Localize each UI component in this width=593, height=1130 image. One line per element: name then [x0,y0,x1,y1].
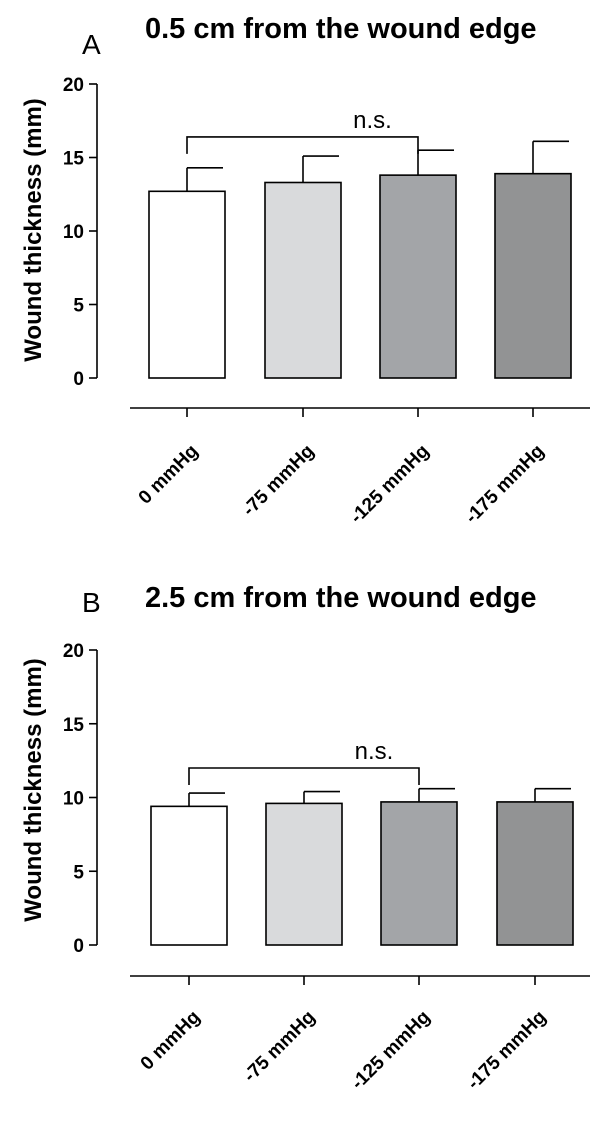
panel-a: A 0.5 cm from the wound edge Wound thick… [20,13,590,528]
category-label: -175 mmHg [461,441,548,528]
y-tick-label: 20 [63,75,84,96]
bar [148,190,226,379]
y-tick-label: 15 [63,715,85,736]
significance-label: n.s. [355,738,394,765]
category-label: 0 mmHg [137,1007,205,1075]
y-tick-label: 5 [73,296,84,317]
y-tick-label: 10 [63,222,84,243]
significance-label: n.s. [353,107,392,134]
y-tick-label: 15 [63,149,85,170]
panel-a-y-axis-label: Wound thickness (mm) [20,98,47,362]
panel-b-title: 2.5 cm from the wound edge [145,582,537,614]
y-tick-label: 0 [73,936,84,957]
category-label: -75 mmHg [240,1007,320,1087]
bar [496,801,574,946]
category-label: -125 mmHg [346,441,433,528]
panel-b-y-axis-label: Wound thickness (mm) [20,658,47,922]
y-tick-label: 5 [73,862,84,883]
panel-b-plot: 0 5 10 15 20 0 mmHg -75 mmHg -125 mmHg -175 mmHg… [63,641,590,1094]
y-tick-label: 10 [63,789,84,810]
bar [494,172,572,379]
panel-b: B 2.5 cm from the wound edge Wound thick… [20,582,590,1094]
significance-bracket [188,767,420,785]
bar [150,805,228,946]
significance-bracket [186,136,419,154]
panel-b-label: B [82,587,101,618]
bar [380,801,458,946]
panel-a-label: A [82,29,101,60]
y-tick-label: 20 [63,641,84,662]
bar [379,174,457,379]
panel-a-plot: 0 5 10 15 20 0 mmHg -75 mmHg -125 mmHg -175 mmHg… [63,75,590,528]
category-label: -125 mmHg [347,1007,434,1094]
category-label: -75 mmHg [239,441,319,521]
category-label: 0 mmHg [135,441,203,509]
panel-a-title: 0.5 cm from the wound edge [145,13,537,45]
y-tick-label: 0 [73,369,84,390]
category-label: -175 mmHg [463,1007,550,1094]
bar [265,802,343,946]
bar [264,181,342,379]
